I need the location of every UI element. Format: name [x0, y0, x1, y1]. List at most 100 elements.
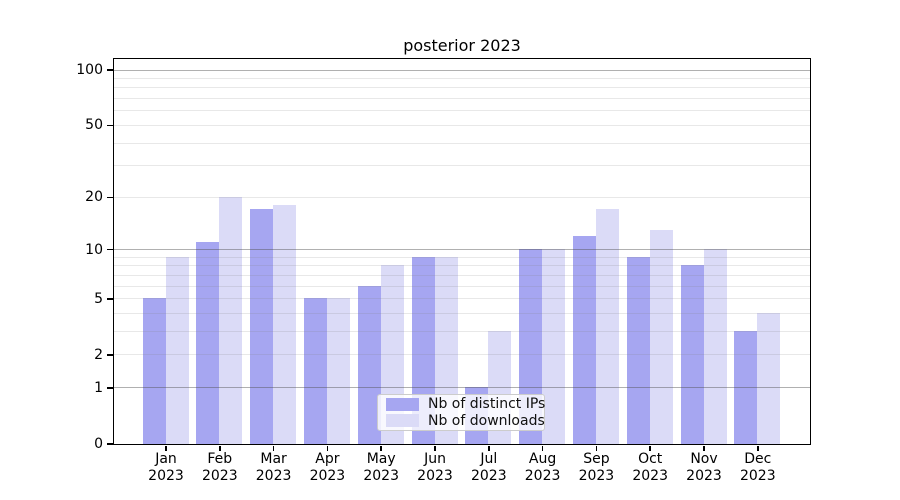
bar-ips-apr [303, 298, 327, 444]
y-tick-mark-50 [106, 124, 113, 127]
gridline-major-1 [113, 387, 810, 389]
x-tick-year: 2023 [739, 467, 776, 484]
x-tick-mark-mar [272, 445, 275, 451]
gridline-major-10 [113, 249, 810, 251]
legend-item-distinct-ips: Nb of distinct IPs [378, 396, 546, 413]
x-tick-year: 2023 [417, 467, 453, 484]
x-tick-year: 2023 [201, 467, 238, 484]
x-tick-month: Aug [528, 451, 557, 467]
x-tick-mark-feb [219, 445, 221, 451]
y-tick-label-5: 5 [94, 290, 103, 307]
bar-downloads-nov [703, 249, 727, 444]
y-tick-mark-2 [106, 354, 113, 356]
bar-ips-nov [680, 265, 704, 444]
bar-downloads-dec [757, 313, 781, 444]
gridline-minor-7 [113, 274, 810, 276]
x-tick-mark-dec [757, 445, 759, 451]
gridline-minor-6 [113, 285, 810, 287]
x-tick-month: Oct [638, 451, 663, 467]
gridline-minor-20 [113, 196, 810, 198]
y-tick-label-100: 100 [76, 62, 103, 78]
x-tick-label-nov: Nov 2023 [674, 451, 734, 484]
x-tick-month: Jan [155, 451, 177, 467]
x-tick-month: Jun [424, 451, 446, 467]
x-tick-month: Dec [744, 451, 772, 467]
x-tick-year: 2023 [524, 467, 561, 484]
y-tick-label-20: 20 [85, 189, 103, 206]
x-tick-mark-nov [703, 445, 705, 451]
gridline-minor-2 [113, 354, 810, 356]
x-tick-label-jul: Jul 2023 [459, 451, 519, 484]
x-tick-label-jun: Jun 2023 [405, 451, 465, 484]
legend-item-downloads: Nb of downloads [378, 413, 545, 430]
x-tick-mark-oct [649, 445, 651, 451]
x-tick-year: 2023 [632, 467, 668, 484]
x-tick-mark-sep [595, 445, 598, 451]
legend: Nb of distinct IPs Nb of downloads [377, 394, 545, 431]
x-tick-label-feb: Feb 2023 [190, 451, 250, 484]
x-tick-month: Mar [260, 451, 287, 467]
x-tick-year: 2023 [363, 467, 399, 484]
x-tick-label-aug: Aug 2023 [513, 451, 573, 484]
x-tick-month: Sep [583, 451, 610, 467]
gridline-minor-5 [113, 298, 810, 300]
plot-area [112, 57, 811, 445]
x-tick-month: Feb [207, 451, 233, 467]
y-tick-mark-100 [106, 69, 113, 71]
y-tick-label-50: 50 [85, 117, 103, 134]
x-tick-month: Apr [315, 451, 340, 467]
bar-ips-oct [626, 256, 650, 444]
y-tick-label-2: 2 [94, 346, 103, 363]
x-tick-year: 2023 [255, 467, 292, 484]
x-tick-label-mar: Mar 2023 [244, 451, 304, 484]
x-tick-month: Jul [480, 451, 498, 467]
bar-downloads-oct [649, 229, 673, 444]
x-tick-label-may: May 2023 [351, 451, 411, 484]
x-tick-mark-apr [326, 445, 329, 451]
x-tick-mark-may [380, 445, 382, 451]
x-tick-month: Nov [690, 451, 718, 467]
x-tick-year: 2023 [470, 467, 507, 484]
legend-label-distinct-ips: Nb of distinct IPs [428, 396, 546, 413]
bar-downloads-mar [273, 204, 297, 444]
y-tick-label-10: 10 [85, 241, 103, 258]
x-tick-label-sep: Sep 2023 [566, 451, 626, 484]
gridline-minor-8 [113, 265, 810, 267]
x-tick-mark-jun [434, 445, 436, 451]
x-tick-year: 2023 [578, 467, 615, 484]
bar-downloads-apr [326, 298, 350, 444]
bar-downloads-feb [219, 196, 243, 444]
x-tick-mark-aug [541, 445, 544, 451]
bar-ips-jan [142, 298, 166, 444]
gridline-major-100 [113, 69, 810, 71]
x-tick-year: 2023 [148, 467, 184, 484]
gridline-minor-9 [113, 256, 810, 258]
y-tick-label-1: 1 [94, 379, 103, 396]
gridline-minor-30 [113, 165, 810, 167]
bar-ips-sep [572, 235, 596, 444]
bar-downloads-sep [595, 209, 619, 444]
bar-downloads-aug [542, 249, 566, 444]
gridline-minor-3 [113, 331, 810, 333]
x-tick-label-apr: Apr 2023 [297, 451, 357, 484]
y-tick-mark-0 [106, 443, 113, 445]
bar-ips-mar [250, 209, 274, 444]
x-tick-month: May [366, 451, 396, 467]
x-tick-mark-jan [165, 445, 167, 451]
y-tick-label-0: 0 [94, 436, 103, 452]
gridline-minor-50 [113, 124, 810, 126]
bar-ips-dec [734, 331, 758, 444]
gridline-minor-60 [113, 110, 810, 112]
gridline-minor-40 [113, 142, 810, 144]
bar-ips-feb [196, 242, 220, 444]
chart-title: posterior 2023 [403, 36, 521, 55]
gridline-minor-70 [113, 98, 810, 100]
x-tick-label-dec: Dec 2023 [728, 451, 788, 484]
gridline-minor-80 [113, 87, 810, 89]
gridline-minor-90 [113, 77, 810, 79]
x-tick-mark-jul [488, 445, 490, 451]
y-tick-mark-5 [106, 298, 113, 300]
y-tick-mark-10 [106, 248, 113, 251]
bar-ips-may [357, 285, 381, 444]
